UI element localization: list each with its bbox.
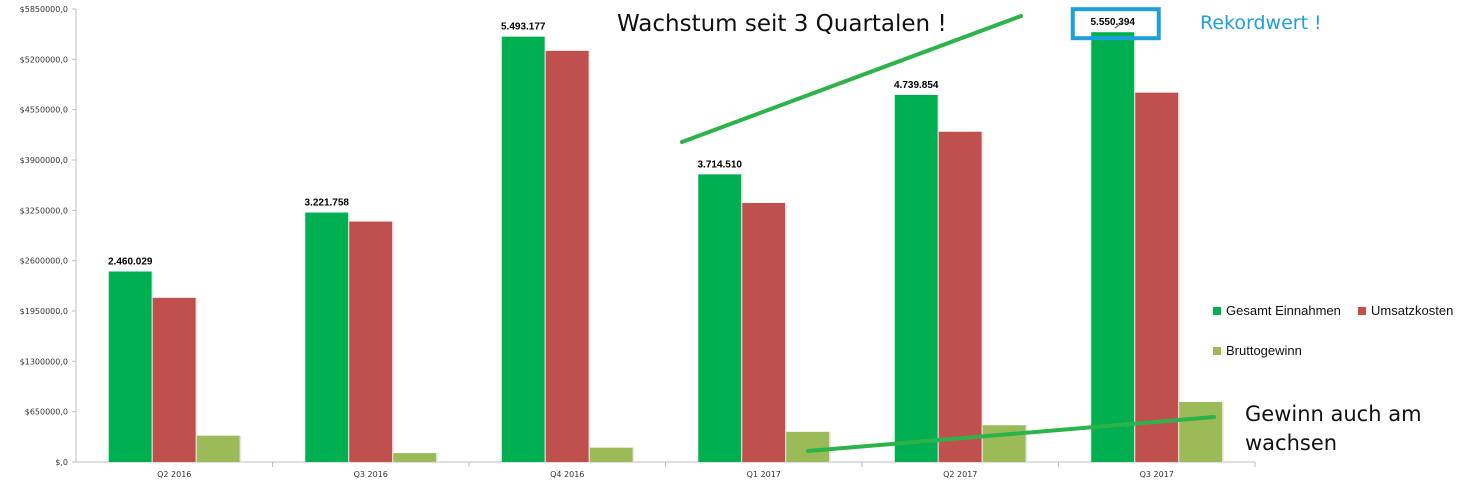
data-label: 3.221.758 — [305, 198, 350, 209]
data-label-leader-line — [1114, 21, 1124, 29]
bar-shadow — [1222, 401, 1224, 462]
profit-trend-line — [806, 415, 1216, 453]
bar-shadow — [981, 131, 984, 462]
bar-umsatzkosten — [1135, 92, 1179, 462]
bar-shadow — [632, 447, 635, 462]
bar-gesamt-einnahmen — [501, 36, 545, 462]
bar-shadow — [239, 435, 242, 462]
x-tick-label: Q1 2017 — [747, 470, 781, 479]
data-label: 4.739.854 — [894, 80, 939, 91]
bar-gesamt-einnahmen — [108, 271, 152, 462]
y-tick-label: $4550000,0 — [20, 106, 68, 115]
legend-swatch-gesamt-einnahmen — [1213, 306, 1221, 315]
bar-shadow — [829, 431, 831, 462]
x-tick-label: Q4 2016 — [550, 470, 584, 479]
legend-label-umsatzkosten: Umsatzkosten — [1371, 303, 1454, 318]
bar-gesamt-einnahmen — [1091, 32, 1135, 463]
bar-shadow — [436, 453, 438, 462]
bar-shadow — [741, 174, 743, 462]
bar-shadow — [195, 297, 198, 462]
y-tick-label: $1300000,0 — [20, 357, 68, 366]
x-tick-label: Q2 2016 — [157, 470, 191, 479]
legend-swatch-umsatzkosten — [1358, 306, 1366, 315]
bar-bruttogewinn — [1179, 401, 1223, 462]
bar-shadow — [544, 36, 547, 462]
bar-bruttogewinn — [196, 435, 240, 462]
bar-bruttogewinn — [589, 447, 633, 462]
bar-shadow — [785, 202, 787, 462]
y-tick-label: $5200000,0 — [20, 55, 68, 64]
bar-bruttogewinn — [982, 425, 1026, 462]
legend-item-bruttogewinn: Bruttogewinn — [1213, 343, 1302, 358]
y-tick-label: $5850000,0 — [20, 5, 68, 14]
x-tick-label: Q3 2016 — [354, 470, 388, 479]
data-label: 3.714.510 — [698, 159, 743, 170]
bar-shadow — [151, 271, 154, 462]
y-tick-label: $2600000,0 — [20, 257, 68, 266]
bar-umsatzkosten — [152, 297, 196, 462]
legend-label-gesamt-einnahmen: Gesamt Einnahmen — [1226, 303, 1341, 318]
bar-shadow — [348, 212, 350, 462]
data-label: 5.550.394 — [1091, 17, 1136, 28]
bar-shadow — [1178, 92, 1180, 462]
legend-label-bruttogewinn: Bruttogewinn — [1226, 343, 1302, 358]
bar-gesamt-einnahmen — [305, 212, 349, 462]
x-tick-label: Q2 2017 — [943, 470, 977, 479]
profit-annotation-line-2: wachsen — [1245, 431, 1338, 455]
bar-shadow — [1025, 425, 1028, 462]
bar-bruttogewinn — [786, 431, 830, 462]
bar-gesamt-einnahmen — [698, 174, 742, 462]
bar-umsatzkosten — [938, 131, 982, 462]
data-label: 5.493.177 — [501, 22, 546, 33]
x-tick-label: Q3 2017 — [1140, 470, 1174, 479]
bar-umsatzkosten — [545, 50, 589, 463]
profit-annotation-line-1: Gewinn auch am — [1245, 402, 1422, 426]
legend-swatch-bruttogewinn — [1213, 346, 1221, 355]
y-tick-label: $3250000,0 — [20, 206, 68, 215]
record-annotation: Rekordwert ! — [1200, 12, 1322, 34]
y-tick-label: $3900000,0 — [20, 156, 68, 165]
growth-trend-line — [680, 14, 1023, 144]
y-tick-label: $1950000,0 — [20, 307, 68, 316]
bar-umsatzkosten — [349, 221, 393, 462]
legend-item-gesamt-einnahmen: Gesamt Einnahmen — [1213, 303, 1341, 318]
growth-annotation: Wachstum seit 3 Quartalen ! — [617, 11, 947, 37]
profit-annotation: Gewinn auch am wachsen — [1245, 400, 1422, 458]
record-highlight-box — [1070, 7, 1161, 41]
y-tick-label: $650000,0 — [25, 408, 68, 417]
bar-shadow — [1134, 32, 1136, 463]
bar-shadow — [588, 50, 591, 463]
y-tick-label: $,0 — [55, 458, 68, 467]
bar-bruttogewinn — [393, 453, 437, 462]
bar-shadow — [392, 221, 394, 462]
bar-shadow — [937, 94, 940, 462]
data-label: 2.460.029 — [108, 257, 153, 268]
legend-item-umsatzkosten: Umsatzkosten — [1358, 303, 1453, 318]
bar-gesamt-einnahmen — [894, 94, 938, 462]
bar-umsatzkosten — [742, 202, 786, 462]
